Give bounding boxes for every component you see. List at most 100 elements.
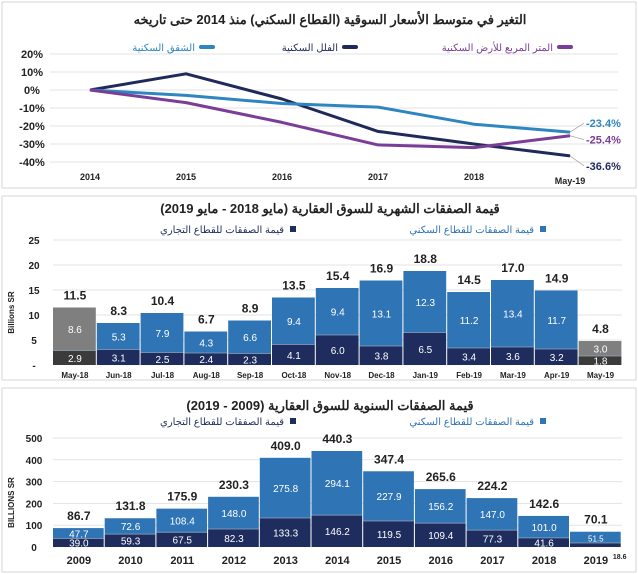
x-tick-label: Nov-18 (324, 371, 351, 380)
data-point (281, 98, 283, 100)
residential-value-label: 9.4 (287, 317, 301, 328)
bar-commercial (447, 348, 490, 365)
residential-value-label: 51.5 (588, 534, 604, 543)
x-tick-label: 2017 (480, 555, 504, 567)
commercial-value-label: 119.5 (377, 530, 402, 541)
residential-value-label: 147.0 (480, 510, 505, 521)
bar-commercial (104, 534, 156, 547)
total-value-label: 440.3 (322, 432, 352, 446)
bar-commercial (570, 542, 621, 547)
x-tick-label: Feb-19 (456, 371, 482, 380)
x-tick-label: 2011 (170, 555, 194, 567)
bar-commercial (53, 350, 96, 365)
commercial-value-label: 77.3 (483, 535, 503, 546)
panel-1-frame (1, 1, 637, 189)
x-tick-label: Jul-18 (151, 371, 175, 380)
commercial-value-label: 2.9 (68, 354, 82, 365)
bar-residential (184, 331, 228, 353)
x-tick-label: Sep-18 (237, 371, 264, 380)
bar-residential (208, 496, 259, 530)
y-tick-label: 200 (26, 499, 43, 510)
x-tick-label: May-19 (555, 176, 586, 186)
x-tick-label: 2014 (325, 555, 350, 567)
bar-commercial (359, 346, 403, 365)
residential-value-label: 108.4 (170, 516, 195, 527)
y-tick-label: -20% (19, 121, 45, 133)
residential-value-label: 5.3 (112, 332, 126, 343)
bar-chart-1-title: قيمة الصفقات الشهرية للسوق العقارية (ماي… (160, 201, 500, 217)
y-tick-label: 5 (31, 336, 37, 347)
commercial-value-label: 3.2 (550, 353, 564, 364)
legend-label: قيمة الصفقات للقطاع السكني (409, 225, 534, 236)
x-tick-label: 2016 (429, 555, 453, 567)
commercial-value-label: 18.6 (613, 554, 627, 561)
x-tick-label: 2014 (80, 172, 100, 182)
commercial-value-label: 3.8 (375, 352, 389, 363)
total-value-label: 13.5 (282, 279, 306, 293)
commercial-value-label: 82.3 (224, 534, 244, 545)
residential-value-label: 148.0 (221, 509, 246, 520)
bar-residential (140, 313, 184, 353)
residential-value-label: 227.9 (377, 492, 402, 503)
y-tick-label: 15 (28, 286, 40, 297)
commercial-value-label: 39.0 (69, 539, 89, 550)
residential-value-label: 8.6 (68, 325, 82, 336)
residential-value-label: 156.2 (428, 502, 453, 513)
bar-commercial (96, 349, 140, 365)
total-value-label: 131.8 (116, 499, 146, 513)
total-value-label: 17.0 (501, 261, 525, 275)
total-value-label: 10.4 (151, 294, 175, 308)
bar-residential (466, 498, 518, 531)
x-tick-label: 2019 (584, 555, 608, 567)
bar-commercial (272, 344, 315, 365)
x-tick-label: Mar-19 (500, 371, 526, 380)
x-tick-label: 2016 (272, 172, 292, 182)
commercial-value-label: 1.8 (594, 357, 608, 368)
commercial-value-label: 146.2 (325, 527, 350, 538)
bar-commercial (184, 353, 228, 365)
y-tick-label: -40% (19, 157, 45, 169)
total-value-label: 224.2 (477, 479, 507, 493)
residential-value-label: 294.1 (325, 479, 350, 490)
commercial-value-label: 6.0 (331, 346, 345, 357)
y-tick-label: 25 (28, 236, 40, 247)
x-tick-label: Apr-19 (544, 371, 570, 380)
commercial-value-label: 109.4 (428, 531, 453, 542)
bar-commercial (156, 532, 208, 547)
legend-swatch (290, 226, 296, 232)
residential-value-label: 12.3 (416, 298, 436, 309)
legend-label: قيمة الصفقات للقطاع السكني (409, 417, 534, 428)
data-point (89, 89, 91, 91)
x-tick-label: 2010 (118, 555, 142, 567)
bar-residential (156, 508, 208, 533)
bar-residential (491, 280, 534, 347)
commercial-value-label: 6.5 (418, 345, 432, 356)
residential-value-label: 47.7 (69, 529, 89, 540)
y-tick-label: 10% (21, 67, 43, 79)
y-tick-label: - (32, 361, 35, 372)
leader-line (569, 135, 585, 141)
legend-swatch (290, 418, 296, 424)
bar-commercial (363, 520, 414, 547)
total-value-label: 175.9 (167, 490, 197, 504)
residential-value-label: 6.6 (243, 333, 257, 344)
residential-value-label: 11.7 (547, 316, 566, 327)
residential-value-label: 101.0 (532, 523, 557, 534)
bar-commercial (578, 356, 622, 365)
total-value-label: 142.6 (529, 497, 559, 511)
residential-value-label: 11.2 (460, 316, 479, 327)
bar-chart-2-title: قيمة الصفقات السنوية للسوق العقارية (200… (186, 398, 473, 414)
series-line-apartments (89, 88, 571, 134)
x-tick-label: May-18 (61, 371, 89, 380)
data-point (473, 123, 475, 125)
series-line-land (89, 88, 571, 150)
total-value-label: 8.3 (110, 304, 127, 318)
bar-commercial (53, 538, 104, 547)
bar-commercial (491, 347, 534, 365)
commercial-value-label: 3.6 (506, 352, 520, 363)
data-point (377, 106, 379, 108)
bar-commercial (403, 332, 447, 365)
total-value-label: 14.9 (545, 272, 569, 286)
